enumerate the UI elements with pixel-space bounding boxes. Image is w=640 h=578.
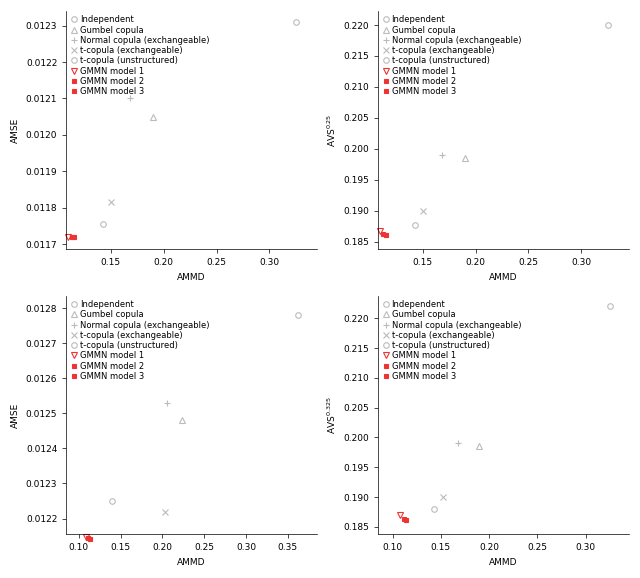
Legend: Independent, Gumbel copula, Normal copula (exchangeable), t-copula (exchangeable: Independent, Gumbel copula, Normal copul… [69, 14, 211, 98]
X-axis label: AMMD: AMMD [490, 273, 518, 282]
X-axis label: AMMD: AMMD [177, 273, 206, 282]
X-axis label: AMMD: AMMD [177, 558, 206, 567]
Legend: Independent, Gumbel copula, Normal copula (exchangeable), t-copula (exchangeable: Independent, Gumbel copula, Normal copul… [69, 298, 211, 383]
Y-axis label: AMSE: AMSE [11, 118, 20, 143]
Legend: Independent, Gumbel copula, Normal copula (exchangeable), t-copula (exchangeable: Independent, Gumbel copula, Normal copul… [381, 298, 523, 383]
Y-axis label: AVS$^{0.25}$: AVS$^{0.25}$ [325, 114, 338, 147]
Y-axis label: AMSE: AMSE [12, 402, 20, 428]
Y-axis label: AVS$^{0.325}$: AVS$^{0.325}$ [325, 397, 338, 434]
X-axis label: AMMD: AMMD [490, 558, 518, 567]
Legend: Independent, Gumbel copula, Normal copula (exchangeable), t-copula (exchangeable: Independent, Gumbel copula, Normal copul… [381, 14, 523, 98]
